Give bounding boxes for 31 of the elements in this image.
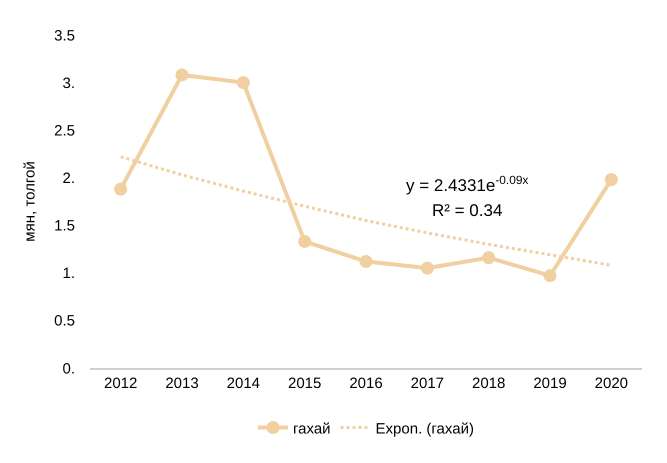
- y-tick-label: 0.: [62, 360, 75, 378]
- y-tick-label: 3.: [62, 74, 75, 92]
- point: [544, 269, 556, 282]
- point: [604, 173, 618, 186]
- y-axis-title: мян, толгой: [21, 161, 38, 242]
- point: [360, 254, 372, 268]
- point: [114, 182, 128, 196]
- point: [298, 234, 312, 248]
- point: [420, 262, 434, 275]
- y-tick-label: 0.5: [54, 312, 75, 330]
- annotation: R² = 0.34: [432, 201, 502, 220]
- annotation: y = 2.4331e$^{-0.09x}$: [406, 173, 528, 196]
- x-tick-label: 2019: [533, 374, 567, 392]
- y-tick-label: 2.: [62, 170, 75, 187]
- legend-label: Expon. (гахай): [376, 420, 474, 438]
- x-tick-label: 2020: [594, 374, 628, 392]
- x-tick-label: 2015: [288, 374, 322, 392]
- y-tick-label: 1.5: [54, 218, 75, 235]
- point: [236, 76, 250, 90]
- y-tick-label: 1.: [62, 265, 75, 282]
- x-tick-label: 2018: [472, 374, 506, 392]
- y-tick-label: 3.5: [54, 27, 75, 44]
- x-tick-label: 2013: [165, 374, 199, 392]
- y-tick-label: 2.5: [54, 122, 75, 140]
- point: [176, 68, 188, 82]
- x-tick-label: 2016: [349, 374, 383, 392]
- point: [482, 251, 496, 264]
- x-tick-label: 2014: [226, 374, 260, 392]
- x-tick-label: 2017: [410, 374, 444, 392]
- legend-label: гахай: [293, 420, 331, 438]
- x-tick-label: 2012: [104, 374, 138, 392]
